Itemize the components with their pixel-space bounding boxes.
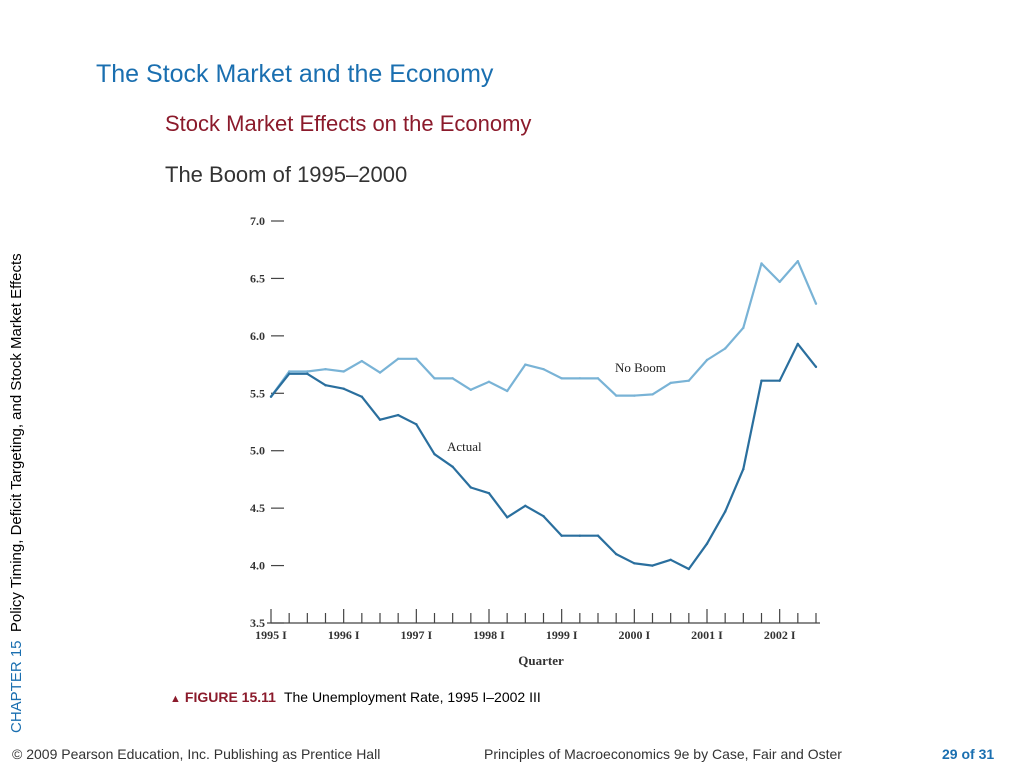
series-point-actual	[614, 552, 618, 556]
series-point-actual	[778, 379, 781, 382]
series-point-actual	[760, 379, 763, 382]
figure-number: FIGURE 15.11	[184, 689, 276, 705]
y-tick-label: 6.5	[250, 271, 265, 285]
series-point-no-boom	[705, 358, 709, 362]
series-point-actual	[669, 558, 672, 562]
series-point-no-boom	[760, 262, 763, 265]
series-point-actual	[542, 514, 545, 518]
series-point-actual	[578, 534, 582, 537]
series-point-no-boom	[778, 280, 781, 284]
series-point-no-boom	[796, 260, 800, 263]
series-point-no-boom	[487, 380, 491, 383]
series-point-actual	[487, 492, 491, 495]
series-point-no-boom	[669, 381, 672, 385]
series-point-actual	[433, 452, 436, 456]
series-point-no-boom	[651, 393, 654, 396]
series-point-actual	[269, 395, 273, 398]
slide-subtitle: Stock Market Effects on the Economy	[165, 111, 532, 136]
series-point-no-boom	[687, 379, 691, 382]
series-point-actual	[723, 510, 727, 513]
footer-book-title: Principles of Macroeconomics 9e by Case,…	[484, 746, 842, 762]
series-point-no-boom	[542, 367, 545, 371]
footer-copyright: © 2009 Pearson Education, Inc. Publishin…	[12, 746, 381, 762]
series-point-no-boom	[596, 377, 600, 380]
y-tick-label: 4.5	[250, 501, 265, 515]
series-line-no-boom	[270, 260, 818, 398]
y-tick-label: 5.0	[250, 444, 265, 458]
triangle-icon: ▲	[170, 693, 181, 705]
series-point-no-boom	[433, 377, 436, 380]
series-point-actual	[596, 534, 600, 537]
series-point-no-boom	[723, 347, 727, 350]
x-tick-label: 1996 I	[328, 628, 360, 642]
y-tick-label: 5.5	[250, 386, 265, 400]
series-point-no-boom	[342, 370, 345, 373]
series-point-actual	[396, 413, 400, 417]
series-point-actual	[505, 516, 509, 519]
x-tick-label: 1997 I	[400, 628, 432, 642]
series-point-actual	[560, 534, 563, 537]
series-point-no-boom	[378, 371, 382, 374]
series-point-actual	[360, 395, 364, 398]
series-line-actual	[270, 342, 817, 571]
series-label-actual: Actual	[447, 439, 482, 454]
series-point-no-boom	[505, 389, 509, 393]
series-point-no-boom	[451, 377, 454, 380]
figure-caption: ▲ FIGURE 15.11 The Unemployment Rate, 1995…	[170, 689, 541, 705]
page-number: 29 of 31	[942, 746, 995, 762]
series-point-actual	[324, 384, 327, 387]
series-point-actual	[705, 542, 709, 545]
series-point-no-boom	[306, 370, 309, 373]
series-point-actual	[687, 567, 691, 571]
series-point-no-boom	[360, 359, 364, 363]
series-point-actual	[415, 423, 418, 426]
x-tick-label: 1999 I	[546, 628, 578, 642]
chart-axes: 3.5 4.0 4.5 5.0 5.5 6.0 6.5 7.0 1995 I 1996 I 1997…	[250, 214, 820, 642]
series-point-actual	[469, 486, 473, 489]
x-axis-title: Quarter	[518, 653, 564, 668]
series-point-no-boom	[287, 370, 291, 373]
series-point-no-boom	[814, 302, 818, 305]
series-point-actual	[287, 372, 291, 375]
series-label-no-boom: No Boom	[615, 360, 666, 375]
series-point-no-boom	[396, 357, 400, 361]
series-point-no-boom	[324, 367, 327, 371]
series-point-no-boom	[560, 377, 563, 380]
y-tick-label: 3.5	[250, 616, 265, 630]
series-point-actual	[524, 504, 527, 508]
series-point-actual	[378, 418, 382, 421]
chart-lines	[269, 260, 818, 571]
slide-title: The Stock Market and the Economy	[96, 60, 494, 88]
footer: © 2009 Pearson Education, Inc. Publishin…	[0, 746, 1024, 768]
x-tick-label: 1995 I	[255, 628, 287, 642]
figure-title: The Unemployment Rate, 1995 I–2002 III	[283, 689, 541, 705]
series-point-actual	[306, 372, 309, 375]
series-point-no-boom	[524, 363, 527, 366]
series-point-actual	[814, 365, 818, 369]
y-tick-label: 4.0	[250, 559, 265, 573]
series-point-actual	[342, 387, 345, 390]
series-point-no-boom	[578, 377, 582, 380]
series-point-no-boom	[469, 388, 473, 392]
series-point-actual	[651, 564, 654, 567]
series-point-no-boom	[614, 394, 618, 397]
x-tick-label: 1998 I	[473, 628, 505, 642]
x-tick-label: 2002 I	[764, 628, 796, 642]
series-point-no-boom	[742, 326, 745, 330]
y-tick-label: 6.0	[250, 329, 265, 343]
series-point-actual	[742, 467, 745, 471]
x-tick-label: 2001 I	[691, 628, 723, 642]
series-point-no-boom	[415, 357, 418, 361]
series-point-actual	[451, 465, 454, 468]
series-point-actual	[796, 342, 800, 346]
slide-subsubtitle: The Boom of 1995–2000	[165, 162, 408, 187]
x-tick-label: 2000 I	[618, 628, 650, 642]
series-point-no-boom	[633, 394, 636, 397]
series-point-actual	[633, 562, 636, 565]
y-tick-label: 7.0	[250, 214, 265, 228]
